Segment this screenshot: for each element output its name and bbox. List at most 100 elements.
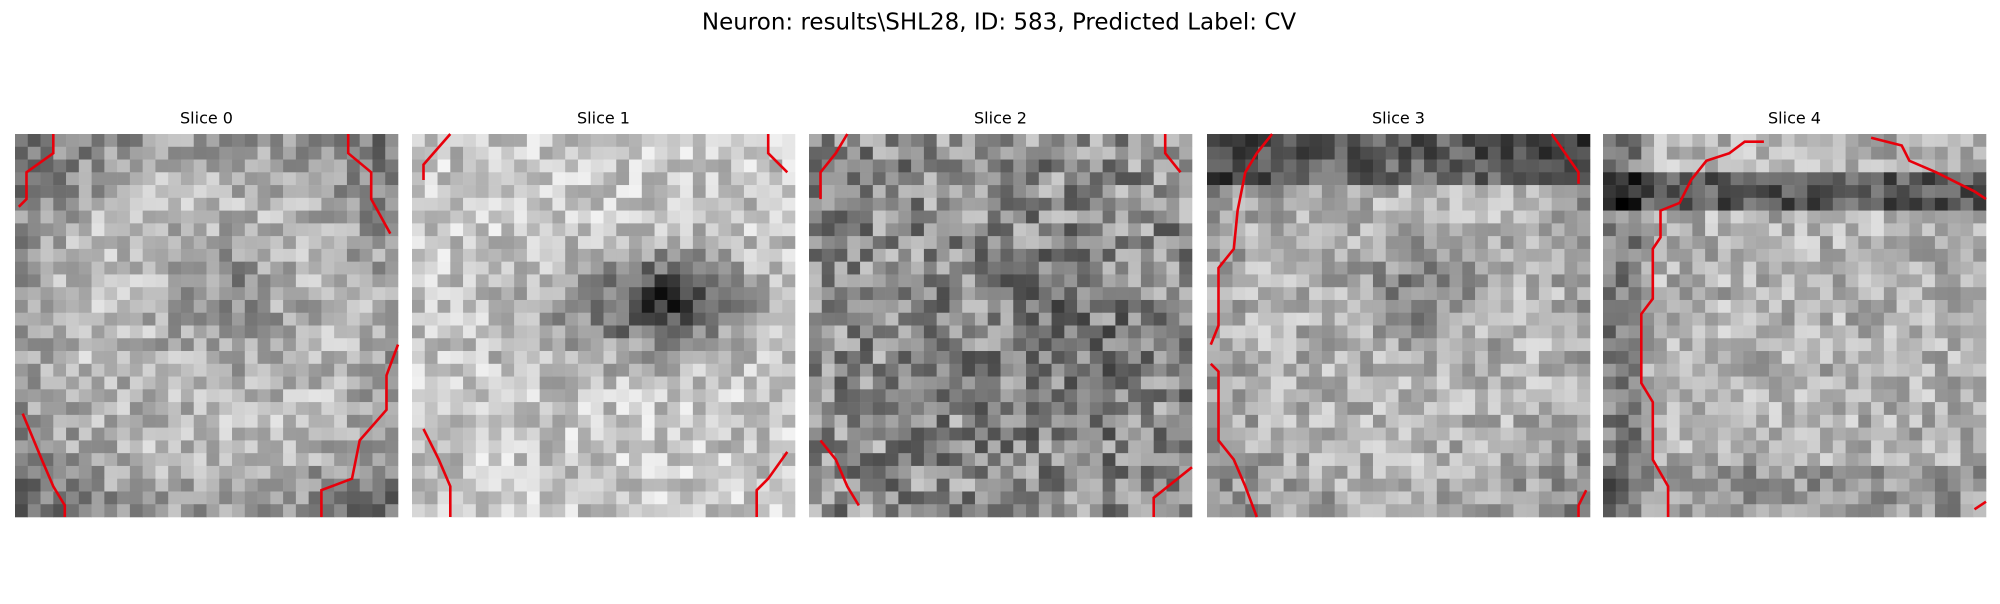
pixel xyxy=(949,325,963,339)
pixel xyxy=(962,389,976,403)
pixel xyxy=(821,504,835,518)
pixel xyxy=(1768,402,1783,416)
pixel xyxy=(756,351,770,365)
pixel xyxy=(1756,363,1770,377)
pixel xyxy=(1820,312,1834,326)
pixel xyxy=(1692,363,1706,377)
pixel xyxy=(577,504,592,518)
pixel xyxy=(450,414,464,428)
pixel xyxy=(180,159,195,173)
pixel xyxy=(1794,134,1808,148)
pixel xyxy=(1258,338,1272,352)
pixel xyxy=(654,274,668,288)
pixel xyxy=(257,427,271,441)
pixel xyxy=(1934,134,1948,148)
pixel xyxy=(923,478,937,492)
pixel xyxy=(514,287,528,301)
pixel xyxy=(590,146,604,160)
pixel xyxy=(372,453,386,467)
pixel xyxy=(1000,134,1014,148)
pixel xyxy=(1321,261,1335,275)
pixel xyxy=(1756,389,1770,403)
pixel xyxy=(1603,172,1617,186)
pixel xyxy=(1934,236,1948,250)
pixel xyxy=(1487,172,1501,186)
pixel xyxy=(117,363,131,377)
pixel xyxy=(1679,159,1693,173)
pixel xyxy=(641,299,655,314)
pixel xyxy=(488,453,502,467)
pixel xyxy=(66,453,80,467)
pixel xyxy=(616,491,630,505)
pixel xyxy=(450,504,464,518)
pixel xyxy=(1360,491,1374,505)
pixel xyxy=(629,210,643,224)
pixel xyxy=(1577,376,1591,390)
pixel xyxy=(1207,453,1221,467)
pixel xyxy=(1730,223,1744,237)
pixel xyxy=(680,414,694,428)
pixel xyxy=(1679,223,1693,237)
pixel xyxy=(129,325,143,339)
pixel xyxy=(1296,287,1310,301)
pixel xyxy=(1372,312,1387,326)
pixel xyxy=(641,223,655,237)
pixel xyxy=(1245,376,1259,390)
pixel xyxy=(295,376,309,390)
pixel xyxy=(1807,312,1821,326)
pixel xyxy=(283,389,297,403)
pixel xyxy=(1038,299,1052,314)
pixel xyxy=(756,402,770,416)
pixel xyxy=(872,389,886,403)
pixel xyxy=(1577,134,1591,148)
pixel xyxy=(359,414,373,428)
pixel xyxy=(974,402,989,416)
pixel xyxy=(1934,478,1948,492)
pixel xyxy=(756,389,770,403)
pixel xyxy=(283,414,297,428)
pixel xyxy=(1077,312,1091,326)
pixel xyxy=(1309,491,1323,505)
pixel xyxy=(1424,376,1438,390)
pixel xyxy=(756,287,770,301)
pixel xyxy=(206,210,220,224)
pixel xyxy=(308,185,322,199)
pixel xyxy=(1321,248,1335,262)
pixel xyxy=(412,287,426,301)
pixel xyxy=(1513,159,1527,173)
pixel xyxy=(206,223,220,237)
pixel xyxy=(1321,389,1335,403)
pixel xyxy=(641,414,655,428)
pixel xyxy=(155,504,169,518)
pixel xyxy=(1564,299,1578,314)
pixel xyxy=(1411,287,1425,301)
pixel xyxy=(283,274,297,288)
pixel xyxy=(372,376,386,390)
pixel xyxy=(667,376,681,390)
pixel xyxy=(1551,491,1565,505)
pixel xyxy=(1705,427,1719,441)
pixel xyxy=(1475,146,1489,160)
pixel xyxy=(15,427,29,441)
pixel xyxy=(424,376,438,390)
pixel xyxy=(1064,146,1078,160)
pixel xyxy=(1807,134,1821,148)
pixel xyxy=(1360,325,1374,339)
pixel xyxy=(244,134,258,148)
pixel xyxy=(731,504,745,518)
pixel xyxy=(155,402,169,416)
pixel xyxy=(283,351,297,365)
pixel xyxy=(1296,159,1310,173)
pixel xyxy=(872,185,886,199)
pixel xyxy=(1064,287,1078,301)
pixel xyxy=(424,172,438,186)
pixel xyxy=(1807,197,1821,211)
pixel xyxy=(1973,376,1987,390)
pixel xyxy=(53,440,67,454)
pixel xyxy=(667,159,681,173)
pixel xyxy=(1500,210,1514,224)
pixel xyxy=(1743,478,1757,492)
pixel xyxy=(1858,223,1872,237)
pixel xyxy=(1730,453,1744,467)
pixel xyxy=(1679,248,1693,262)
